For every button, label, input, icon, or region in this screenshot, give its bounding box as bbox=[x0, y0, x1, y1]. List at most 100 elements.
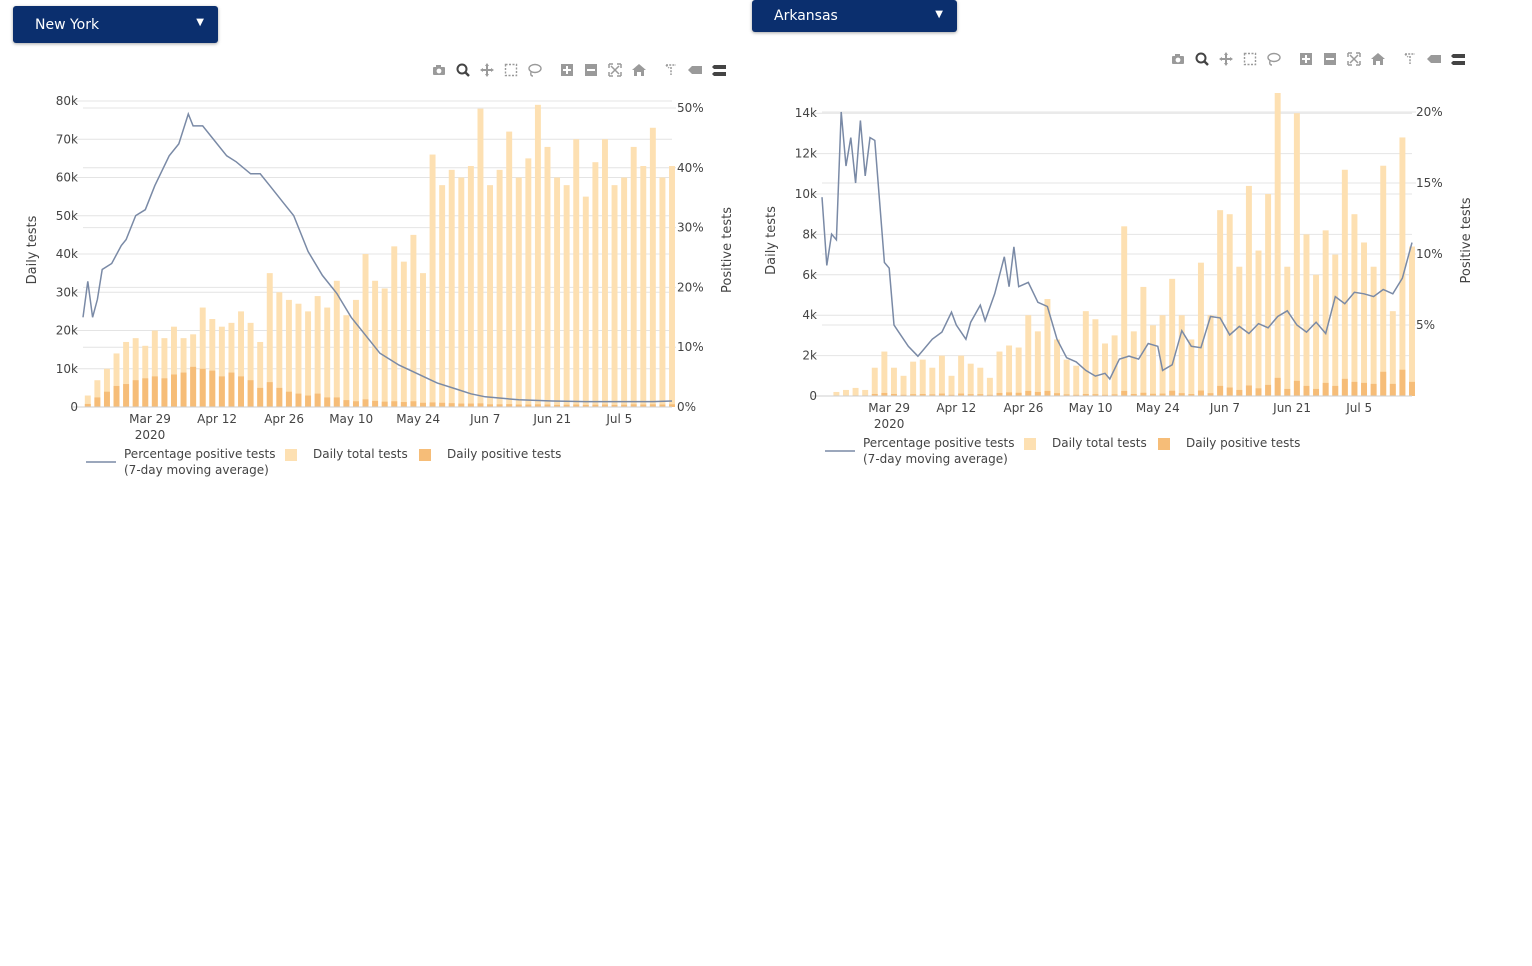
total-tests-bar bbox=[209, 319, 216, 407]
legend: Percentage positive tests (7-day moving a… bbox=[825, 436, 1300, 466]
box-select-icon[interactable] bbox=[499, 60, 523, 80]
total-tests-bar bbox=[948, 375, 955, 396]
total-tests-bar bbox=[1226, 214, 1233, 396]
y-tick-label: 20k bbox=[56, 324, 78, 338]
zoom-out-icon[interactable] bbox=[579, 60, 603, 80]
x-tick-label: Jun 21 bbox=[1272, 401, 1311, 415]
legend: Percentage positive tests (7-day moving a… bbox=[86, 447, 561, 477]
total-tests-bar bbox=[1265, 194, 1272, 396]
camera-icon[interactable] bbox=[427, 60, 451, 80]
total-tests-bar bbox=[900, 375, 907, 396]
modebar bbox=[427, 60, 731, 80]
total-tests-bar bbox=[862, 389, 869, 396]
autoscale-icon[interactable] bbox=[603, 60, 627, 80]
total-tests-bar bbox=[1178, 315, 1185, 396]
positive-tests-bar bbox=[1121, 390, 1128, 396]
box-select-icon[interactable] bbox=[1238, 49, 1262, 69]
positive-tests-bar bbox=[986, 394, 993, 396]
total-tests-bar bbox=[1351, 214, 1358, 396]
total-tests-bar bbox=[1054, 339, 1061, 396]
hover-compare-icon[interactable] bbox=[707, 60, 731, 80]
total-tests-bar bbox=[525, 158, 532, 407]
positive-tests-bar bbox=[1265, 384, 1272, 396]
total-tests-bar bbox=[1380, 165, 1387, 396]
positive-tests-bar bbox=[218, 376, 225, 407]
positive-tests-bar bbox=[1245, 385, 1252, 396]
positive-tests-bar bbox=[1217, 385, 1224, 396]
home-icon[interactable] bbox=[627, 60, 651, 80]
hover-closest-icon[interactable] bbox=[683, 60, 707, 80]
total-tests-bar bbox=[611, 185, 618, 407]
positive-tests-bar bbox=[477, 403, 484, 407]
positive-tests-bar bbox=[977, 394, 984, 396]
positive-tests-bar bbox=[257, 387, 264, 407]
positive-tests-bar bbox=[266, 382, 273, 407]
spike-lines-icon[interactable] bbox=[1398, 49, 1422, 69]
spike-lines-icon[interactable] bbox=[659, 60, 683, 80]
camera-icon[interactable] bbox=[1166, 49, 1190, 69]
total-tests-bar bbox=[843, 389, 849, 396]
zoom-out-icon[interactable] bbox=[1318, 49, 1342, 69]
positive-tests-bar bbox=[1303, 385, 1310, 396]
x-year-label: 2020 bbox=[874, 417, 905, 431]
y2-tick-label: 15% bbox=[1416, 176, 1443, 190]
pan-icon[interactable] bbox=[1214, 49, 1238, 69]
total-tests-bar bbox=[333, 280, 340, 407]
total-tests-bar bbox=[410, 234, 417, 407]
zoom-icon[interactable] bbox=[1190, 49, 1214, 69]
positive-tests-bar bbox=[871, 393, 878, 396]
percent-positive-line bbox=[821, 111, 1413, 381]
total-tests-bar bbox=[852, 387, 859, 396]
total-tests-bar bbox=[890, 367, 897, 396]
state-dropdown[interactable]: Arkansas ▼ bbox=[752, 0, 957, 32]
home-icon[interactable] bbox=[1366, 49, 1390, 69]
total-tests-bar bbox=[1399, 137, 1406, 396]
zoom-in-icon[interactable] bbox=[1294, 49, 1318, 69]
positive-tests-bar bbox=[611, 404, 618, 407]
positive-tests-bar bbox=[996, 392, 1003, 396]
positive-tests-bar bbox=[1322, 382, 1329, 396]
total-tests-bar bbox=[1044, 299, 1051, 396]
legend-positive-label: Daily positive tests bbox=[1186, 436, 1300, 450]
total-tests-bar bbox=[391, 246, 398, 407]
total-tests-bar bbox=[448, 169, 455, 407]
y-tick-label: 60k bbox=[56, 171, 78, 185]
legend-total-label: Daily total tests bbox=[313, 447, 408, 461]
positive-tests-bar bbox=[276, 387, 283, 407]
y2-tick-label: 40% bbox=[677, 161, 704, 175]
total-tests-bar bbox=[515, 177, 522, 407]
lasso-icon[interactable] bbox=[1262, 49, 1286, 69]
state-dropdown[interactable]: New York ▼ bbox=[13, 6, 218, 43]
lasso-icon[interactable] bbox=[523, 60, 547, 80]
total-tests-bar bbox=[1313, 274, 1320, 396]
zoom-icon[interactable] bbox=[451, 60, 475, 80]
positive-tests-bar bbox=[554, 404, 561, 407]
total-tests-bar bbox=[400, 261, 407, 407]
total-tests-bar bbox=[487, 185, 494, 407]
total-tests-bar bbox=[996, 351, 1003, 396]
autoscale-icon[interactable] bbox=[1342, 49, 1366, 69]
total-tests-bar bbox=[534, 104, 541, 407]
total-tests-bar bbox=[630, 146, 637, 407]
total-tests-bar bbox=[1034, 331, 1041, 396]
positive-tests-bar bbox=[1188, 393, 1195, 396]
positive-tests-bar bbox=[362, 399, 369, 407]
pan-icon[interactable] bbox=[475, 60, 499, 80]
hover-compare-icon[interactable] bbox=[1446, 49, 1470, 69]
total-tests-bar bbox=[324, 307, 331, 407]
y-tick-label: 6k bbox=[802, 268, 817, 282]
positive-tests-bar bbox=[1351, 381, 1358, 396]
total-tests-bar bbox=[343, 315, 350, 407]
zoom-in-icon[interactable] bbox=[555, 60, 579, 80]
total-tests-bar bbox=[1217, 210, 1224, 396]
positive-tests-bar bbox=[1159, 393, 1166, 396]
positive-tests-bar bbox=[439, 402, 446, 407]
x-tick-label: May 10 bbox=[329, 412, 373, 426]
y-axis-ticks: 0 2k 4k 6k 8k 10k 12k 14k bbox=[795, 106, 817, 403]
y2-tick-label: 10% bbox=[677, 340, 704, 354]
total-tests-bar bbox=[1370, 266, 1377, 396]
hover-closest-icon[interactable] bbox=[1422, 49, 1446, 69]
total-tests-bar bbox=[123, 341, 130, 407]
total-tests-bar bbox=[1341, 169, 1348, 396]
total-tests-bar bbox=[477, 108, 484, 408]
